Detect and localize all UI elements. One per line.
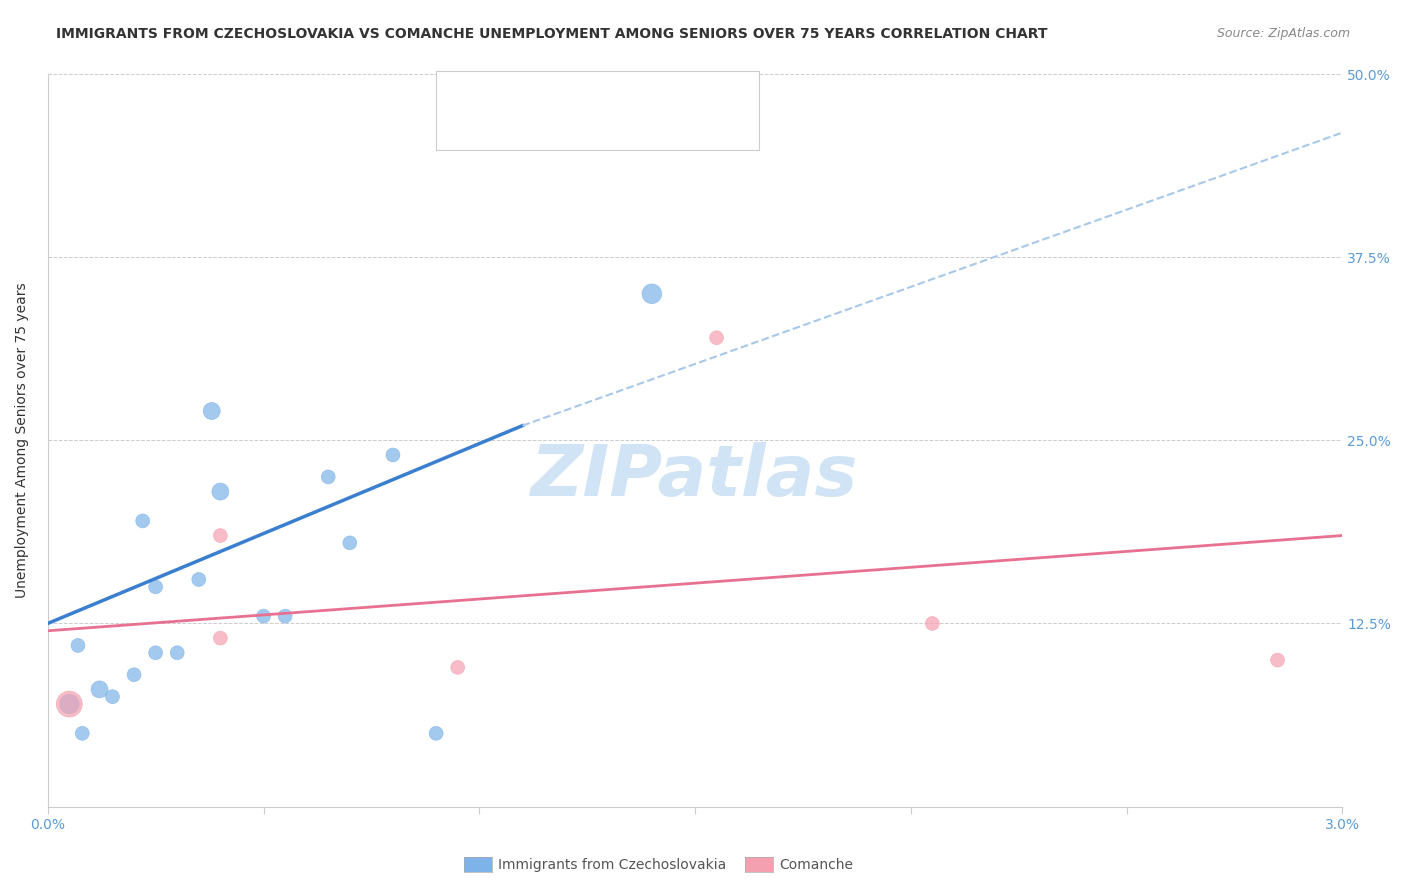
- Text: 20: 20: [623, 84, 644, 98]
- Text: N =: N =: [591, 84, 624, 98]
- Y-axis label: Unemployment Among Seniors over 75 years: Unemployment Among Seniors over 75 years: [15, 283, 30, 599]
- Point: [122, 667, 145, 681]
- Point: [447, 660, 470, 674]
- Point: [425, 726, 447, 740]
- Point: [339, 536, 361, 550]
- Point: [166, 646, 188, 660]
- Point: [145, 580, 167, 594]
- Text: ZIPatlas: ZIPatlas: [531, 442, 859, 511]
- Point: [209, 631, 232, 645]
- Point: [1267, 653, 1289, 667]
- Text: Comanche: Comanche: [779, 858, 853, 872]
- Text: R =: R =: [499, 84, 533, 98]
- Text: Immigrants from Czechoslovakia: Immigrants from Czechoslovakia: [498, 858, 725, 872]
- Text: 0.410: 0.410: [530, 84, 578, 98]
- Point: [145, 646, 167, 660]
- Point: [58, 697, 80, 711]
- Point: [101, 690, 124, 704]
- Point: [316, 470, 339, 484]
- Point: [131, 514, 153, 528]
- Point: [66, 639, 89, 653]
- Point: [209, 528, 232, 542]
- Point: [187, 573, 209, 587]
- Text: N =: N =: [591, 112, 624, 127]
- Point: [706, 331, 728, 345]
- Point: [58, 697, 80, 711]
- Point: [641, 286, 664, 301]
- Text: IMMIGRANTS FROM CZECHOSLOVAKIA VS COMANCHE UNEMPLOYMENT AMONG SENIORS OVER 75 YE: IMMIGRANTS FROM CZECHOSLOVAKIA VS COMANC…: [56, 27, 1047, 41]
- Point: [274, 609, 297, 624]
- Point: [381, 448, 404, 462]
- Point: [89, 682, 111, 697]
- Point: [252, 609, 274, 624]
- Point: [209, 484, 232, 499]
- Text: 0.238: 0.238: [530, 112, 578, 127]
- Point: [201, 404, 224, 418]
- Point: [921, 616, 943, 631]
- Text: R =: R =: [499, 112, 533, 127]
- Text: Source: ZipAtlas.com: Source: ZipAtlas.com: [1216, 27, 1350, 40]
- Point: [72, 726, 94, 740]
- Text: 7: 7: [628, 112, 640, 127]
